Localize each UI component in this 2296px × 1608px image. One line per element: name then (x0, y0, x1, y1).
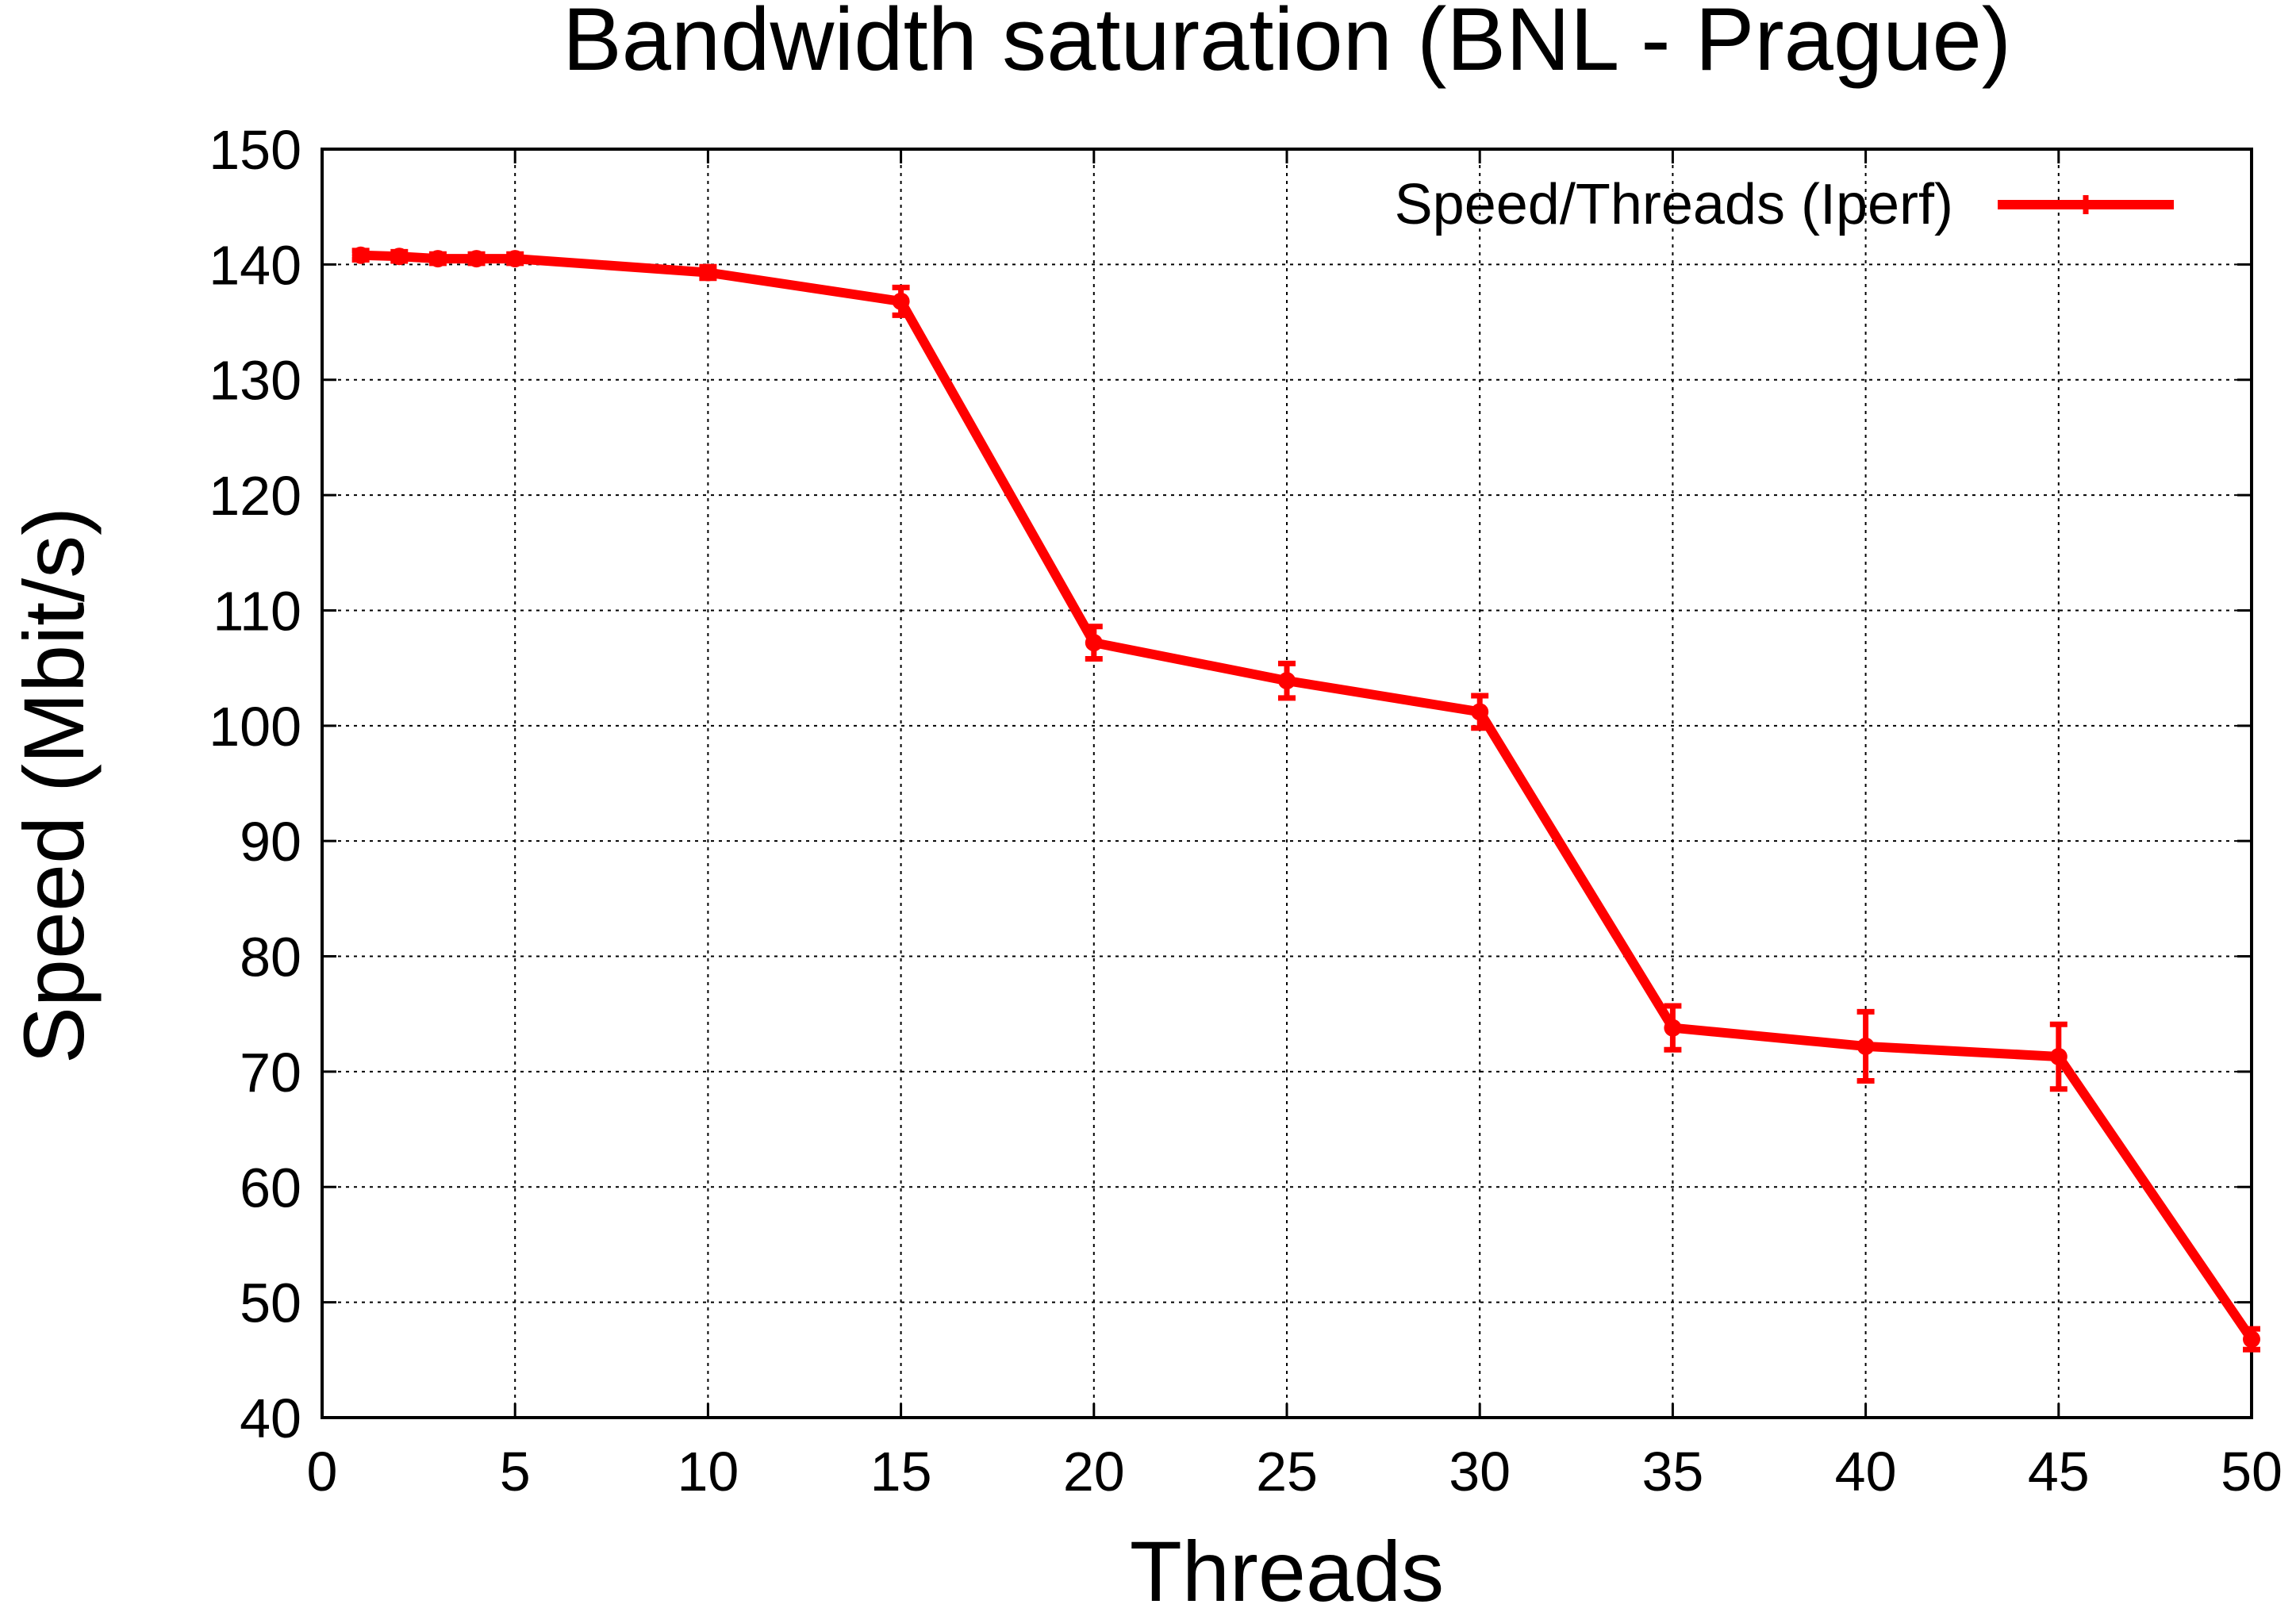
plot-frame (321, 148, 2253, 1419)
grid-layer (322, 149, 2252, 1418)
point-marker (1278, 672, 1296, 690)
y-tick-label: 150 (209, 119, 301, 181)
x-tick-label: 10 (677, 1441, 739, 1502)
y-tick-label: 70 (240, 1042, 301, 1103)
point-marker (1471, 703, 1489, 721)
data-point (351, 246, 370, 264)
point-marker (351, 246, 370, 264)
legend: Speed/Threads (Iperf) (1395, 173, 2174, 236)
data-point (2243, 1326, 2260, 1353)
data-point (2049, 1021, 2068, 1092)
data-point (390, 248, 409, 266)
x-tick-label: 25 (1256, 1441, 1318, 1502)
point-marker (2243, 1330, 2260, 1349)
x-tick-label: 35 (1641, 1441, 1703, 1502)
point-marker (1664, 1019, 1682, 1037)
series-layer (351, 246, 2260, 1353)
point-marker (390, 248, 409, 266)
y-tick-label: 40 (240, 1387, 301, 1449)
x-tick-label: 40 (1835, 1441, 1897, 1502)
x-tick-label: 45 (2028, 1441, 2090, 1502)
point-marker (699, 263, 717, 282)
x-tick-label: 5 (500, 1441, 531, 1502)
data-point (1664, 1003, 1682, 1053)
point-marker (1856, 1037, 1875, 1055)
y-tick-label: 110 (213, 580, 301, 642)
y-axis-label: Speed (Mbit/s) (6, 507, 102, 1064)
data-point (892, 284, 910, 318)
x-tick-label: 15 (870, 1441, 932, 1502)
data-point (1085, 624, 1103, 662)
x-axis-label: Threads (1130, 1523, 1444, 1608)
data-point (506, 250, 524, 268)
x-tick-label: 30 (1449, 1441, 1511, 1502)
data-point (428, 250, 447, 268)
point-marker (428, 250, 447, 268)
data-point (1278, 660, 1296, 701)
x-tick-label: 0 (307, 1441, 338, 1502)
chart-title: Bandwidth saturation (BNL - Prague) (562, 0, 2011, 89)
y-tick-label: 60 (240, 1157, 301, 1218)
point-marker (892, 292, 910, 310)
data-point (1856, 1008, 1875, 1084)
y-tick-label: 130 (209, 350, 301, 412)
point-marker (2049, 1048, 2068, 1066)
point-marker (1085, 634, 1103, 652)
y-tick-label: 140 (209, 234, 301, 296)
legend-entry-label: Speed/Threads (Iperf) (1395, 173, 1953, 236)
tick-layer: 40 50 60 70 80 90 100 110 120 130 140 150 0 5 10 15 20 25… (209, 119, 2283, 1502)
data-point (1471, 693, 1489, 731)
y-tick-label: 80 (240, 927, 301, 988)
x-tick-label: 20 (1063, 1441, 1125, 1502)
data-point (699, 263, 717, 282)
y-tick-label: 100 (209, 696, 301, 758)
point-marker (467, 250, 486, 268)
y-tick-label: 120 (209, 465, 301, 527)
y-tick-label: 50 (240, 1272, 301, 1334)
point-marker (506, 250, 524, 268)
series-line (360, 250, 2256, 1342)
x-tick-label: 50 (2221, 1441, 2283, 1502)
data-point (467, 250, 486, 268)
y-tick-label: 90 (240, 811, 301, 873)
